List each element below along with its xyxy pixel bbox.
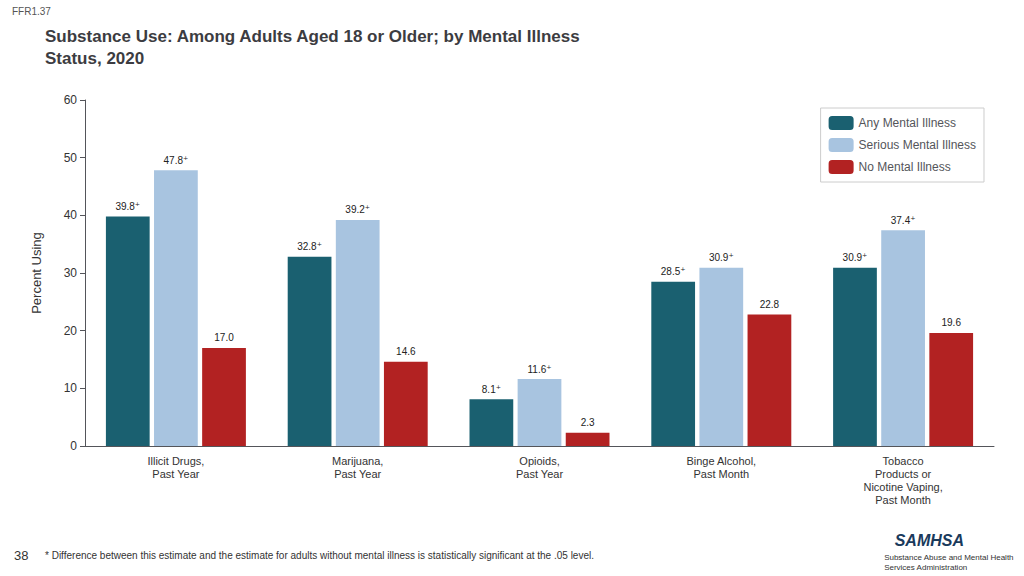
svg-text:8.1⁺: 8.1⁺: [482, 384, 501, 395]
svg-text:39.8⁺: 39.8⁺: [115, 201, 140, 212]
svg-text:39.2⁺: 39.2⁺: [345, 204, 370, 215]
svg-text:Nicotine Vaping,: Nicotine Vaping,: [863, 481, 942, 493]
svg-text:Past Year: Past Year: [152, 468, 199, 480]
svg-text:17.0: 17.0: [214, 332, 234, 343]
svg-text:30.9⁺: 30.9⁺: [709, 252, 734, 263]
svg-text:Substance Use: Among Adults Ag: Substance Use: Among Adults Aged 18 or O…: [45, 27, 580, 46]
svg-text:Opioids,: Opioids,: [519, 455, 559, 467]
svg-text:FFR1.37: FFR1.37: [12, 6, 51, 17]
svg-text:50: 50: [64, 151, 78, 165]
svg-text:Past Month: Past Month: [693, 468, 749, 480]
svg-text:Status, 2020: Status, 2020: [45, 49, 144, 68]
svg-text:Any Mental Illness: Any Mental Illness: [859, 116, 956, 130]
svg-text:10: 10: [64, 381, 78, 395]
svg-text:11.6⁺: 11.6⁺: [528, 364, 552, 375]
svg-text:Products or: Products or: [875, 468, 932, 480]
svg-text:38: 38: [14, 548, 28, 563]
svg-text:28.5⁺: 28.5⁺: [661, 266, 686, 277]
svg-text:Past Month: Past Month: [875, 494, 931, 506]
svg-text:30.9⁺: 30.9⁺: [843, 252, 868, 263]
svg-text:20: 20: [64, 324, 78, 338]
svg-text:22.8: 22.8: [760, 299, 780, 310]
svg-text:30: 30: [64, 266, 78, 280]
svg-text:Past Year: Past Year: [334, 468, 381, 480]
svg-text:47.8⁺: 47.8⁺: [164, 155, 189, 166]
svg-text:37.4⁺: 37.4⁺: [891, 215, 916, 226]
svg-text:Binge Alcohol,: Binge Alcohol,: [686, 455, 756, 467]
svg-text:32.8⁺: 32.8⁺: [297, 241, 322, 252]
svg-text:19.6: 19.6: [941, 317, 961, 328]
svg-text:No Mental Illness: No Mental Illness: [859, 160, 951, 174]
svg-text:14.6: 14.6: [396, 346, 416, 357]
svg-text:SAMHSA: SAMHSA: [895, 532, 964, 549]
svg-text:Serious Mental Illness: Serious Mental Illness: [859, 138, 976, 152]
svg-text:Services Administration: Services Administration: [884, 563, 967, 572]
svg-text:Marijuana,: Marijuana,: [332, 455, 383, 467]
svg-text:Tobacco: Tobacco: [883, 455, 924, 467]
svg-text:0: 0: [70, 439, 77, 453]
svg-text:* Difference between this esti: * Difference between this estimate and t…: [45, 550, 594, 561]
svg-text:40: 40: [64, 208, 78, 222]
svg-text:Illicit Drugs,: Illicit Drugs,: [147, 455, 204, 467]
svg-text:60: 60: [64, 93, 78, 107]
svg-text:Percent Using: Percent Using: [29, 232, 44, 314]
svg-text:Past Year: Past Year: [516, 468, 563, 480]
svg-text:2.3: 2.3: [581, 417, 595, 428]
svg-text:Substance Abuse and Mental Hea: Substance Abuse and Mental Health: [884, 553, 1013, 562]
